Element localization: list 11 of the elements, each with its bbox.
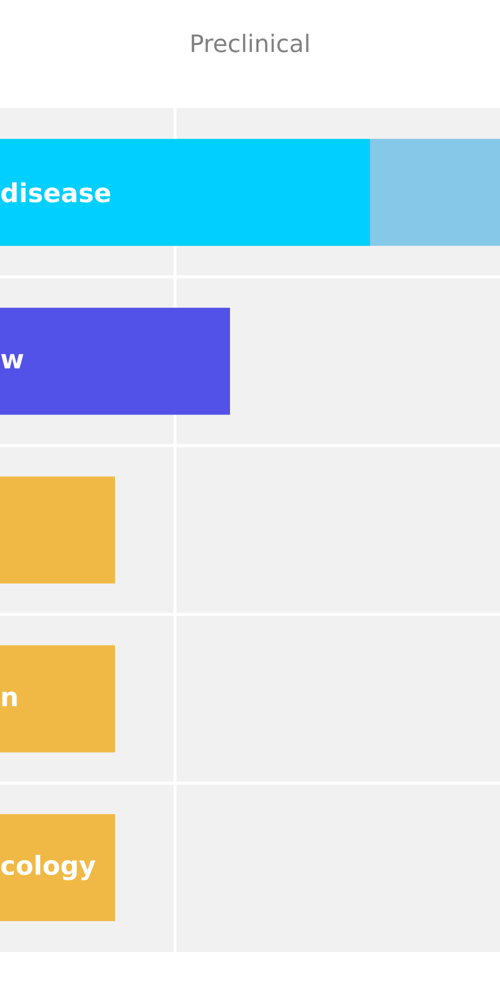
bar xyxy=(0,476,115,584)
y-tick-label: w xyxy=(1,354,24,368)
chart-title: Preclinical xyxy=(192,34,308,52)
y-tick-label: disease xyxy=(1,182,110,202)
bar xyxy=(0,645,115,752)
y-tick-label: cology xyxy=(1,854,96,880)
y-tick-label: n xyxy=(2,692,17,706)
bar xyxy=(0,308,230,415)
bar xyxy=(0,138,370,246)
bar xyxy=(370,138,500,246)
bar xyxy=(0,814,115,922)
